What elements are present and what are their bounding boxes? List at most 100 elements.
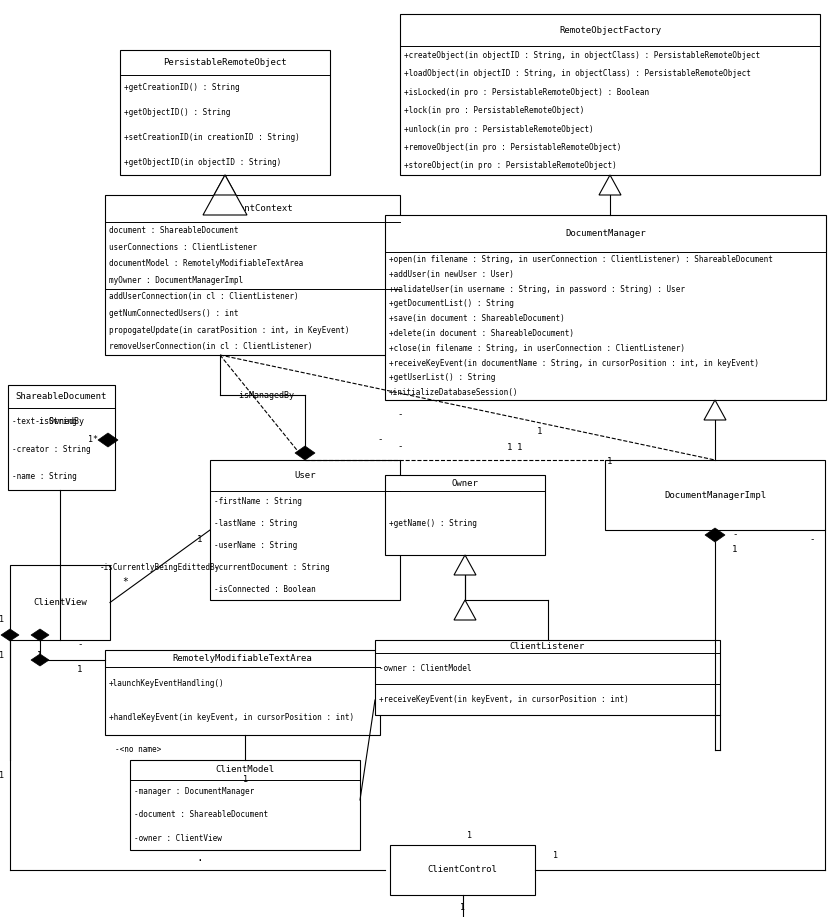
- Bar: [375, 640, 720, 715]
- Polygon shape: [1, 629, 19, 641]
- Polygon shape: [98, 433, 118, 447]
- Text: -name : String: -name : String: [12, 472, 77, 481]
- Polygon shape: [295, 446, 315, 460]
- Text: DocumentContext: DocumentContext: [212, 204, 293, 213]
- Text: -isCurrentlyBeingEdittedBy: -isCurrentlyBeingEdittedBy: [99, 564, 220, 572]
- Text: -: -: [77, 640, 83, 649]
- Text: User: User: [294, 471, 316, 480]
- Text: getNumConnectedUsers() : int: getNumConnectedUsers() : int: [109, 309, 238, 318]
- Text: +getName() : String: +getName() : String: [389, 518, 477, 527]
- Text: -firstName : String: -firstName : String: [214, 497, 302, 506]
- Text: 1: 1: [538, 427, 543, 436]
- Text: +getCreationID() : String: +getCreationID() : String: [124, 83, 240, 92]
- Text: -text : String: -text : String: [12, 417, 77, 426]
- Text: Owner: Owner: [451, 479, 478, 488]
- Text: +getObjectID() : String: +getObjectID() : String: [124, 108, 231, 117]
- Text: +storeObject(in pro : PersistableRemoteObject): +storeObject(in pro : PersistableRemoteO…: [404, 161, 617, 171]
- Bar: [210, 460, 400, 600]
- Text: 1: 1: [197, 536, 202, 545]
- Text: +delete(in document : ShareableDocument): +delete(in document : ShareableDocument): [389, 329, 574, 337]
- Text: -isOwnedBy: -isOwnedBy: [35, 417, 85, 426]
- Text: 1: 1: [460, 903, 465, 912]
- Bar: [8, 385, 115, 490]
- Text: +isLocked(in pro : PersistableRemoteObject) : Boolean: +isLocked(in pro : PersistableRemoteObje…: [404, 88, 649, 96]
- Bar: [605, 460, 825, 530]
- Text: ClientModel: ClientModel: [216, 766, 274, 774]
- Text: +createObject(in objectID : String, in objectClass) : PersistableRemoteObject: +createObject(in objectID : String, in o…: [404, 51, 760, 60]
- Text: 1: 1: [242, 776, 247, 785]
- Text: 1: 1: [77, 666, 83, 675]
- Text: +receiveKeyEvent(in documentName : String, in cursorPosition : int, in keyEvent): +receiveKeyEvent(in documentName : Strin…: [389, 359, 759, 368]
- Text: -: -: [809, 536, 815, 545]
- Text: +getObjectID(in objectID : String): +getObjectID(in objectID : String): [124, 158, 281, 167]
- Bar: [10, 565, 110, 640]
- Text: -creator : String: -creator : String: [12, 445, 90, 454]
- Bar: [400, 14, 820, 175]
- Text: +lock(in pro : PersistableRemoteObject): +lock(in pro : PersistableRemoteObject): [404, 106, 584, 116]
- Text: +handleKeyEvent(in keyEvent, in cursorPosition : int): +handleKeyEvent(in keyEvent, in cursorPo…: [109, 713, 354, 723]
- Polygon shape: [454, 600, 476, 620]
- Text: +close(in filename : String, in userConnection : ClientListener): +close(in filename : String, in userConn…: [389, 344, 685, 353]
- Text: 1: 1: [517, 444, 522, 452]
- Bar: [130, 760, 360, 850]
- Text: removeUserConnection(in cl : ClientListener): removeUserConnection(in cl : ClientListe…: [109, 342, 313, 351]
- Text: +launchKeyEventHandling(): +launchKeyEventHandling(): [109, 679, 225, 689]
- Text: -isManagedBy: -isManagedBy: [235, 391, 295, 400]
- Text: +getDocumentList() : String: +getDocumentList() : String: [389, 299, 514, 308]
- Polygon shape: [203, 175, 247, 215]
- Text: 1: 1: [607, 458, 613, 467]
- Text: 1: 1: [467, 831, 472, 839]
- Text: -userName : String: -userName : String: [214, 541, 298, 550]
- Text: 1*: 1*: [88, 436, 98, 445]
- Text: 1: 1: [0, 650, 4, 659]
- Polygon shape: [705, 528, 725, 542]
- Text: ShareableDocument: ShareableDocument: [16, 392, 107, 401]
- Text: +getUserList() : String: +getUserList() : String: [389, 373, 496, 382]
- Text: DocumentManager: DocumentManager: [565, 229, 646, 238]
- Text: +setCreationID(in creationID : String): +setCreationID(in creationID : String): [124, 133, 300, 142]
- Text: DocumentManagerImpl: DocumentManagerImpl: [664, 491, 766, 500]
- Text: ClientListener: ClientListener: [510, 642, 585, 651]
- Text: +unlock(in pro : PersistableRemoteObject): +unlock(in pro : PersistableRemoteObject…: [404, 125, 594, 134]
- Text: -owner : ClientView: -owner : ClientView: [134, 834, 222, 843]
- Polygon shape: [31, 654, 49, 666]
- Text: myOwner : DocumentManagerImpl: myOwner : DocumentManagerImpl: [109, 276, 243, 285]
- Text: ClientControl: ClientControl: [427, 866, 497, 875]
- Text: 1: 1: [38, 650, 43, 659]
- Text: +addUser(in newUser : User): +addUser(in newUser : User): [389, 270, 514, 279]
- Text: +save(in document : ShareableDocument): +save(in document : ShareableDocument): [389, 315, 565, 323]
- Text: propogateUpdate(in caratPosition : int, in KeyEvent): propogateUpdate(in caratPosition : int, …: [109, 326, 349, 335]
- Text: 1: 1: [732, 546, 737, 555]
- Text: +initializeDatabaseSession(): +initializeDatabaseSession(): [389, 388, 518, 397]
- Text: 1: 1: [0, 770, 4, 779]
- Text: 1: 1: [553, 850, 558, 859]
- Text: -document : ShareableDocument: -document : ShareableDocument: [134, 811, 268, 820]
- Text: *: *: [122, 578, 128, 588]
- Bar: [385, 475, 545, 555]
- Text: -owner : ClientModel: -owner : ClientModel: [379, 664, 472, 673]
- Bar: [390, 845, 535, 895]
- Text: -<no name>: -<no name>: [115, 746, 161, 755]
- Text: RemotelyModifiableTextArea: RemotelyModifiableTextArea: [172, 654, 313, 663]
- Text: +validateUser(in username : String, in password : String) : User: +validateUser(in username : String, in p…: [389, 284, 685, 293]
- Text: userConnections : ClientListener: userConnections : ClientListener: [109, 243, 257, 251]
- Text: PersistableRemoteObject: PersistableRemoteObject: [163, 58, 287, 67]
- Text: +receiveKeyEvent(in keyEvent, in cursorPosition : int): +receiveKeyEvent(in keyEvent, in cursorP…: [379, 695, 629, 704]
- Text: +open(in filename : String, in userConnection : ClientListener) : ShareableDocum: +open(in filename : String, in userConne…: [389, 255, 772, 264]
- Text: addUserConnection(in cl : ClientListener): addUserConnection(in cl : ClientListener…: [109, 293, 298, 302]
- Bar: [120, 50, 330, 175]
- Text: -: -: [377, 436, 383, 445]
- Text: -: -: [397, 443, 403, 451]
- Bar: [105, 195, 400, 355]
- Text: -currentDocument : String: -currentDocument : String: [214, 563, 329, 571]
- Polygon shape: [31, 629, 49, 641]
- Polygon shape: [214, 175, 236, 195]
- Text: 1: 1: [0, 615, 4, 624]
- Text: -isConnected : Boolean: -isConnected : Boolean: [214, 584, 316, 593]
- Text: -lastName : String: -lastName : String: [214, 519, 298, 528]
- Text: -: -: [397, 411, 403, 419]
- Text: .: .: [196, 853, 203, 863]
- Text: 1: 1: [507, 443, 512, 451]
- Polygon shape: [704, 400, 726, 420]
- Text: document : ShareableDocument: document : ShareableDocument: [109, 226, 238, 235]
